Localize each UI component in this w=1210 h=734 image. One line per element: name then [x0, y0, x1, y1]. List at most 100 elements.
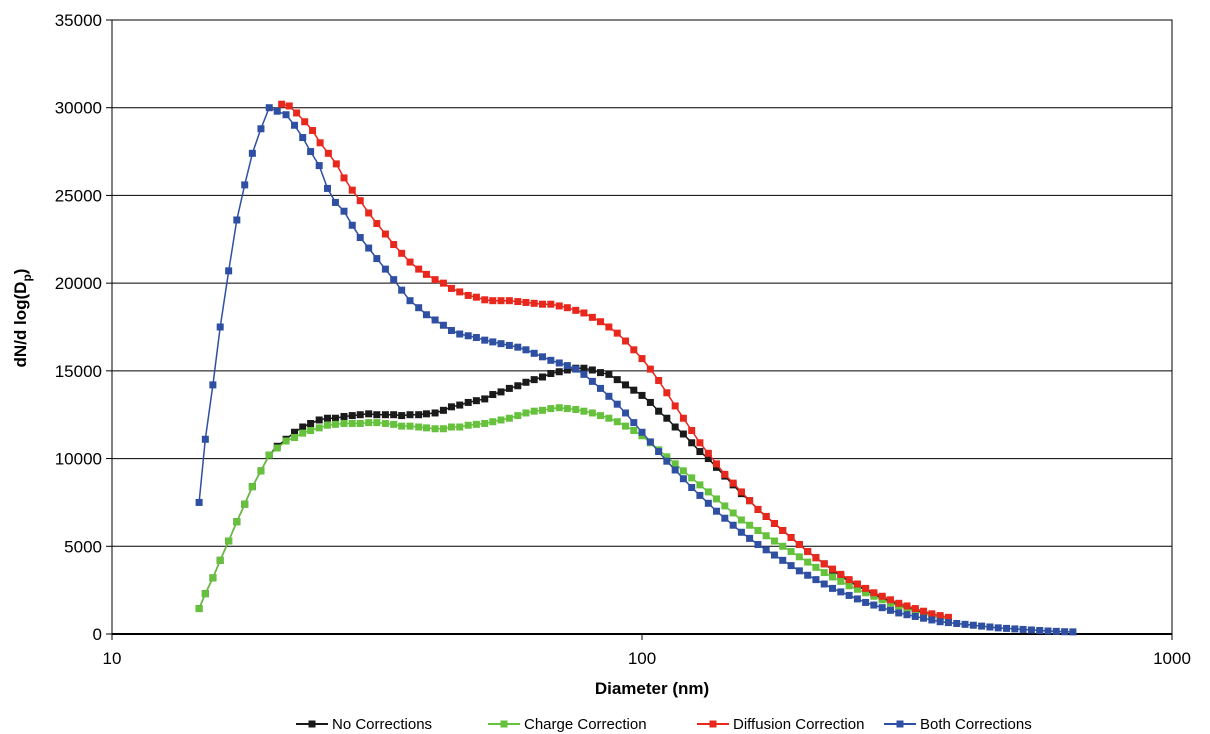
data-point [737, 516, 745, 524]
data-point [406, 422, 414, 430]
gridlines [112, 19, 1172, 547]
data-point [514, 298, 522, 306]
data-point [241, 181, 249, 189]
data-point [1069, 628, 1077, 636]
data-point [324, 149, 332, 157]
data-point [390, 276, 398, 284]
legend-item: Charge Correction [488, 716, 647, 733]
data-point [588, 409, 596, 417]
data-point [497, 340, 505, 348]
data-point [332, 160, 340, 168]
data-point [348, 419, 356, 427]
data-point [862, 598, 870, 606]
data-point [225, 267, 233, 275]
data-point [630, 419, 638, 427]
data-point [622, 422, 630, 430]
data-point [547, 405, 555, 413]
data-point [580, 407, 588, 415]
data-point [895, 609, 903, 617]
data-point [356, 234, 364, 242]
series-line [281, 103, 949, 619]
data-point [216, 323, 224, 331]
data-point [978, 622, 986, 630]
data-point [596, 369, 604, 377]
data-point [530, 349, 538, 357]
data-point [787, 548, 795, 556]
data-point [323, 184, 331, 192]
data-point [497, 297, 505, 305]
data-point [812, 563, 820, 571]
data-point [837, 588, 845, 596]
data-point [233, 216, 241, 224]
data-point [1044, 627, 1052, 635]
data-point [737, 528, 745, 536]
data-point [285, 102, 293, 110]
y-axis-title: dN/d log(Dp) [11, 269, 34, 368]
data-point [596, 412, 604, 420]
data-point [307, 427, 315, 435]
data-point [398, 249, 406, 257]
data-point [622, 337, 630, 345]
data-point [348, 412, 356, 420]
data-point [663, 457, 671, 465]
data-point [638, 428, 646, 436]
y-tick-label: 20000 [55, 274, 102, 293]
series-group [195, 100, 1077, 636]
data-point [622, 409, 630, 417]
data-point [278, 100, 286, 108]
data-point [829, 565, 837, 573]
data-point [944, 619, 952, 627]
data-point [729, 479, 737, 487]
data-point [422, 270, 430, 278]
data-point [406, 411, 414, 419]
data-point [572, 306, 580, 314]
data-point [638, 355, 646, 363]
data-point [853, 580, 861, 588]
data-point [555, 302, 563, 310]
data-point [398, 412, 406, 420]
data-point [489, 418, 497, 426]
data-point [679, 414, 687, 422]
data-point [721, 470, 729, 478]
data-point [456, 423, 464, 431]
data-point [696, 491, 704, 499]
data-point [655, 407, 663, 415]
x-tick-label: 1000 [1153, 649, 1191, 668]
data-point [1019, 625, 1027, 633]
data-point [1052, 627, 1060, 635]
data-point [422, 410, 430, 418]
data-point [373, 219, 381, 227]
data-point [555, 404, 563, 412]
data-point [563, 362, 571, 370]
data-point [415, 265, 423, 273]
series-diffusion-correction [278, 100, 952, 621]
data-point [696, 448, 704, 456]
data-point [588, 377, 596, 385]
data-point [812, 554, 820, 562]
data-point [481, 296, 489, 304]
data-point [365, 209, 373, 217]
legend-label: Charge Correction [524, 716, 647, 733]
data-point [862, 584, 870, 592]
legend-item: No Corrections [296, 716, 432, 733]
data-point [721, 502, 729, 510]
data-point [679, 475, 687, 483]
data-point [497, 416, 505, 424]
data-point [671, 402, 679, 410]
data-point [679, 467, 687, 475]
x-tick-label: 100 [628, 649, 656, 668]
data-point [505, 297, 513, 305]
data-point [870, 601, 878, 609]
data-point [994, 624, 1002, 632]
x-axis-title: Diameter (nm) [595, 679, 709, 698]
plot-area-border [111, 19, 1173, 635]
data-point [464, 398, 472, 406]
data-point [447, 403, 455, 411]
data-point [862, 589, 870, 597]
data-point [415, 423, 423, 431]
data-point [299, 429, 307, 437]
data-point [381, 411, 389, 419]
data-point [293, 109, 301, 117]
legend-item: Both Corrections [884, 716, 1032, 733]
data-point [746, 521, 754, 529]
